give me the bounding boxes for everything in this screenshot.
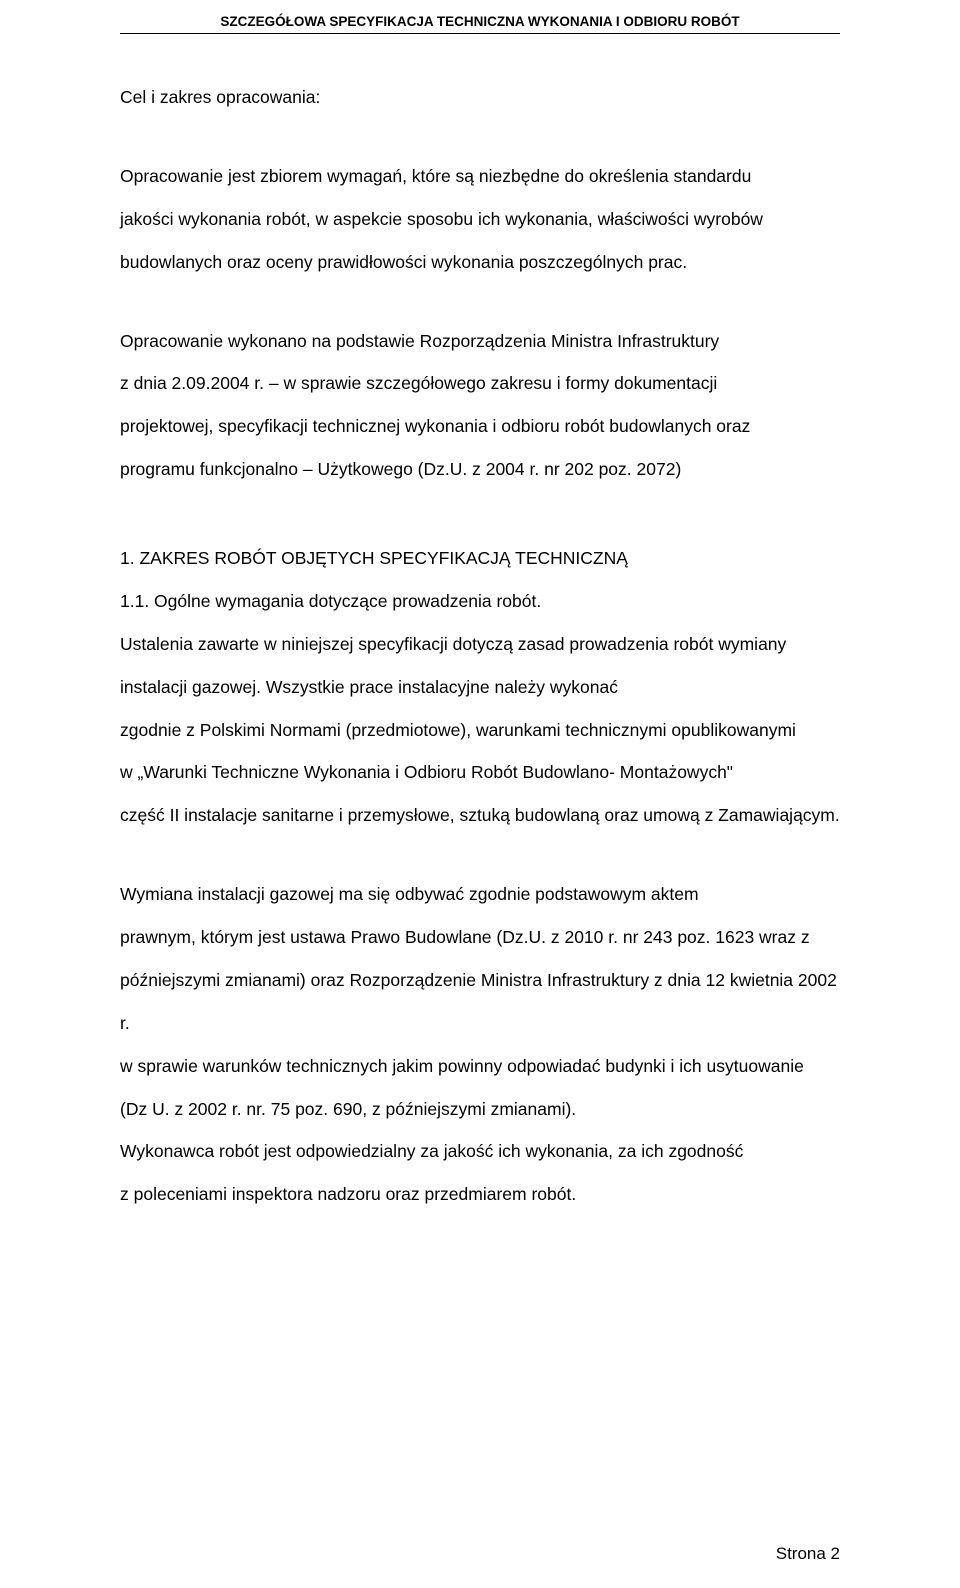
paragraph-2-line: z dnia 2.09.2004 r. – w sprawie szczegół… (120, 362, 840, 405)
paragraph-3-line: część II instalacje sanitarne i przemysł… (120, 794, 840, 837)
paragraph-4-line: Wykonawca robót jest odpowiedzialny za j… (120, 1130, 840, 1173)
page-footer: Strona 2 (776, 1544, 840, 1564)
header-title: SZCZEGÓŁOWA SPECYFIKACJA TECHNICZNA WYKO… (220, 14, 739, 29)
paragraph-3-line: zgodnie z Polskimi Normami (przedmiotowe… (120, 709, 840, 752)
document-body: Cel i zakres opracowania: Opracowanie je… (0, 34, 960, 1216)
paragraph-3-line: instalacji gazowej. Wszystkie prace inst… (120, 666, 840, 709)
paragraph-4-line: z poleceniami inspektora nadzoru oraz pr… (120, 1173, 840, 1216)
paragraph-3-line: Ustalenia zawarte w niniejszej specyfika… (120, 623, 840, 666)
paragraph-4-line: (Dz U. z 2002 r. nr. 75 poz. 690, z późn… (120, 1088, 840, 1131)
paragraph-3-line: w „Warunki Techniczne Wykonania i Odbior… (120, 751, 840, 794)
paragraph-1-line: budowlanych oraz oceny prawidłowości wyk… (120, 241, 840, 284)
paragraph-2-line: programu funkcjonalno – Użytkowego (Dz.U… (120, 448, 840, 491)
intro-heading: Cel i zakres opracowania: (120, 76, 840, 119)
paragraph-4-line: Wymiana instalacji gazowej ma się odbywa… (120, 873, 840, 916)
paragraph-1-line: jakości wykonania robót, w aspekcie spos… (120, 198, 840, 241)
paragraph-4-line: w sprawie warunków technicznych jakim po… (120, 1045, 840, 1088)
section-1-1-title: 1.1. Ogólne wymagania dotyczące prowadze… (120, 580, 840, 623)
section-1-title: 1. ZAKRES ROBÓT OBJĘTYCH SPECYFIKACJĄ TE… (120, 537, 840, 580)
page-number: Strona 2 (776, 1544, 840, 1563)
paragraph-4-line: prawnym, którym jest ustawa Prawo Budowl… (120, 916, 840, 959)
paragraph-2-line: projektowej, specyfikacji technicznej wy… (120, 405, 840, 448)
paragraph-2-line: Opracowanie wykonano na podstawie Rozpor… (120, 320, 840, 363)
paragraph-1-line: Opracowanie jest zbiorem wymagań, które … (120, 155, 840, 198)
paragraph-4-line: późniejszymi zmianami) oraz Rozporządzen… (120, 959, 840, 1045)
page-header: SZCZEGÓŁOWA SPECYFIKACJA TECHNICZNA WYKO… (0, 0, 960, 29)
